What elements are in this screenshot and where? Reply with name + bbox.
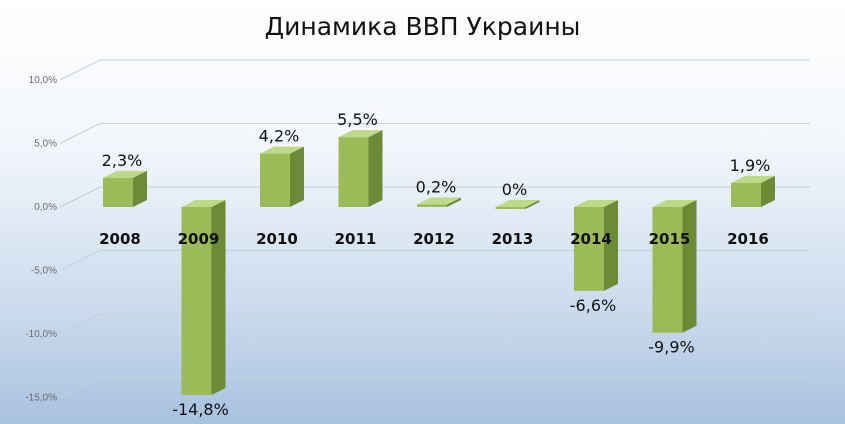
bar-2013 bbox=[495, 200, 540, 209]
gridline bbox=[59, 313, 810, 335]
gridline bbox=[59, 377, 810, 398]
y-tick-label: 0,0% bbox=[34, 202, 57, 213]
bar-2015 bbox=[652, 200, 697, 333]
bar-2016 bbox=[731, 175, 775, 207]
category-label: 2014 bbox=[570, 230, 612, 248]
y-tick-label: -15,0% bbox=[25, 393, 57, 404]
data-label: 5,5% bbox=[337, 110, 378, 129]
y-tick-label: -5,0% bbox=[31, 266, 57, 277]
gridline bbox=[59, 123, 810, 144]
category-label: 2015 bbox=[649, 230, 691, 248]
category-label: 2016 bbox=[727, 230, 769, 248]
data-label: 1,9% bbox=[730, 156, 771, 175]
data-label: -6,6% bbox=[570, 296, 616, 315]
data-label: -9,9% bbox=[648, 338, 694, 357]
data-label: 2,3% bbox=[102, 151, 143, 170]
y-tick-label: -10,0% bbox=[25, 329, 57, 340]
bar-2012 bbox=[417, 197, 461, 207]
bar-2009 bbox=[181, 200, 226, 395]
category-label: 2013 bbox=[492, 230, 534, 248]
chart-title: Динамика ВВП Украины bbox=[264, 12, 581, 41]
bar-2014 bbox=[574, 200, 618, 291]
data-label: 4,2% bbox=[259, 127, 300, 146]
data-label: -14,8% bbox=[172, 400, 229, 419]
bar-2008 bbox=[103, 170, 147, 207]
category-label: 2011 bbox=[335, 230, 377, 248]
gridline bbox=[59, 250, 810, 271]
bar-2011 bbox=[338, 130, 383, 207]
bar-2010 bbox=[260, 146, 304, 207]
data-label: 0,2% bbox=[416, 177, 457, 196]
data-label: 0% bbox=[502, 180, 527, 199]
category-label: 2009 bbox=[178, 230, 220, 248]
gridline bbox=[59, 59, 810, 81]
gridline bbox=[59, 186, 810, 208]
category-label: 2010 bbox=[256, 230, 298, 248]
category-label: 2012 bbox=[413, 230, 455, 248]
category-label: 2008 bbox=[99, 230, 141, 248]
y-tick-label: 10,0% bbox=[29, 75, 57, 86]
y-tick-label: 5,0% bbox=[34, 139, 57, 150]
